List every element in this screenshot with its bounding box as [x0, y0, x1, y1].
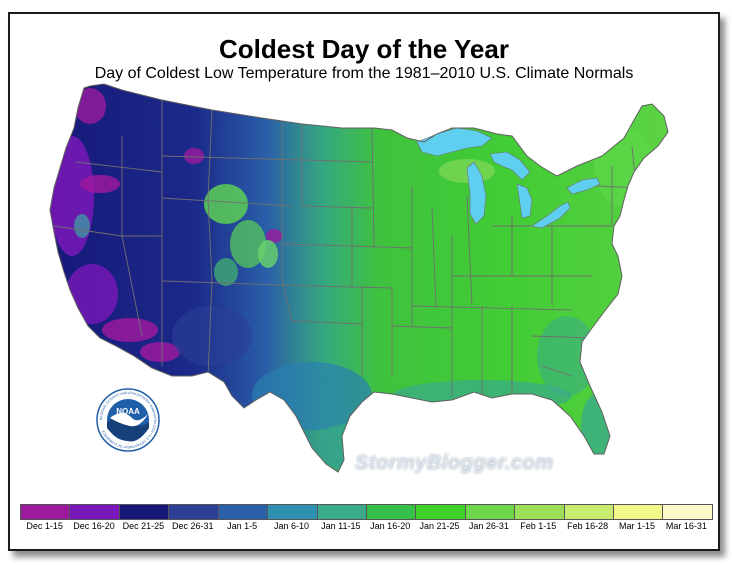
- watermark: StormyBlogger.com: [355, 452, 554, 474]
- legend-bar: [20, 504, 713, 520]
- legend-swatch: [119, 505, 170, 519]
- legend-swatch: [663, 505, 712, 519]
- legend-swatch: [317, 505, 367, 519]
- noaa-logo-text: NOAA: [116, 407, 140, 416]
- legend-label: Feb 1-15: [520, 521, 557, 531]
- legend-label: Mar 1-15: [618, 521, 655, 531]
- noaa-logo: NOAA NATIONAL OCEANIC AND ATMOSPHERIC AD…: [96, 388, 160, 452]
- legend-label: Jan 16-20: [370, 521, 411, 531]
- legend-label: Dec 26-31: [171, 521, 214, 531]
- legend-label: Dec 21-25: [122, 521, 165, 531]
- legend-swatch: [416, 505, 466, 519]
- legend-label: Dec 16-20: [73, 521, 115, 531]
- legend-label: Dec 1-15: [26, 521, 63, 531]
- legend-label: Mar 16-31: [665, 521, 707, 531]
- legend-label: Jan 11-15: [321, 521, 361, 531]
- legend-labels: Dec 1-15 Dec 16-20 Dec 21-25 Dec 26-31 Jan 1…: [20, 521, 711, 531]
- legend-swatch: [169, 505, 219, 519]
- legend-label: Jan 26-31: [468, 521, 509, 531]
- legend-swatch: [21, 505, 71, 519]
- legend-label: Jan 21-25: [419, 521, 460, 531]
- legend-label: Feb 16-28: [567, 521, 609, 531]
- legend-swatch: [70, 505, 120, 519]
- legend-swatch: [465, 505, 516, 519]
- legend-swatch: [614, 505, 664, 519]
- map-subtitle: Day of Coldest Low Temperature from the …: [94, 65, 634, 82]
- legend-swatch: [564, 505, 615, 519]
- map-title: Coldest Day of the Year: [219, 34, 509, 64]
- legend-swatch: [268, 505, 318, 519]
- legend-swatch: [218, 505, 269, 519]
- legend-label: Jan 1-5: [227, 521, 258, 531]
- legend-swatch: [515, 505, 565, 519]
- legend-label: Jan 6-10: [273, 521, 309, 531]
- legend-swatch: [366, 505, 417, 519]
